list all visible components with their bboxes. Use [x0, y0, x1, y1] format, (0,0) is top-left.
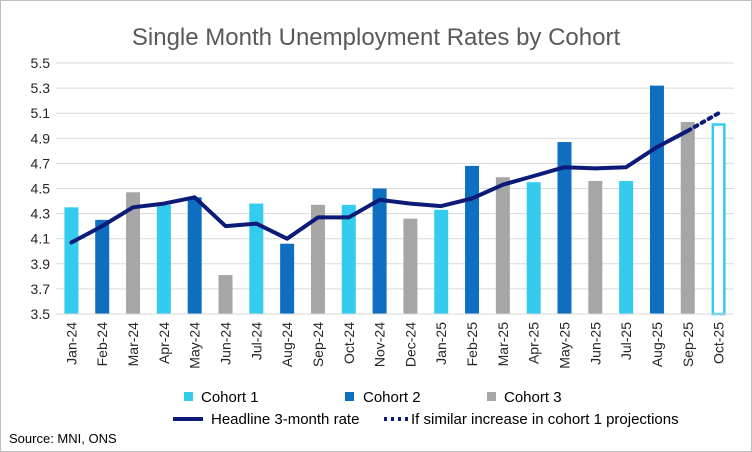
legend-label-headline: Headline 3-month rate: [211, 411, 359, 428]
legend-label-cohort-2: Cohort 2: [363, 389, 421, 406]
bar-Mar-24: [126, 192, 141, 314]
legend: Cohort 1 Cohort 2 Cohort 3 Headline 3-mo…: [173, 389, 679, 428]
x-tick-label: May-24: [187, 322, 203, 369]
x-tick-label: Oct-25: [711, 322, 727, 364]
x-axis: Jan-24 Feb-24 Mar-24 Apr-24 May-24 Jun-24 Jul-…: [56, 313, 734, 369]
legend-label-cohort-1: Cohort 1: [201, 389, 259, 406]
legend-label-projection: If similar increase in cohort 1 projecti…: [411, 411, 679, 428]
y-tick-label: 4.9: [31, 130, 51, 146]
y-tick-label: 3.7: [31, 281, 51, 297]
x-tick-label: Jun-25: [587, 322, 603, 365]
x-tick-label: Jan-24: [63, 322, 79, 365]
bar-Jun-24: [218, 275, 233, 314]
x-tick-label: Sep-25: [680, 322, 696, 367]
y-tick-label: 3.5: [31, 306, 51, 322]
bar-May-24: [187, 197, 202, 314]
x-tick-label: Sep-24: [310, 322, 326, 367]
x-tick-label: Apr-25: [526, 322, 542, 364]
x-tick-label: Jun-24: [218, 322, 234, 365]
bar-Sep-24: [310, 204, 325, 314]
legend-label-cohort-3: Cohort 3: [504, 389, 562, 406]
bar-Feb-24: [95, 219, 110, 314]
bar-Jul-25: [619, 180, 634, 314]
legend-swatch-cohort-2: [345, 392, 354, 401]
y-tick-label: 5.5: [31, 55, 51, 71]
bar-May-25: [557, 142, 572, 314]
y-tick-label: 5.3: [31, 80, 51, 96]
lines: [69, 111, 721, 245]
bar-Mar-25: [495, 177, 510, 314]
x-tick-label: Dec-24: [402, 322, 418, 367]
source-note: Source: MNI, ONS: [9, 431, 117, 446]
bar-Aug-25: [649, 85, 664, 314]
bar-Sep-25: [680, 121, 695, 314]
bar-Oct-25-projected: [711, 123, 726, 316]
bar-Feb-25: [465, 165, 480, 314]
headline-rate-line: [69, 128, 690, 245]
bar-Dec-24: [403, 218, 418, 314]
bars: [64, 85, 726, 316]
x-tick-label: Feb-24: [94, 322, 110, 367]
bar-Nov-24: [372, 188, 387, 314]
y-tick-label: 4.5: [31, 181, 51, 197]
chart-title: Single Month Unemployment Rates by Cohor…: [132, 24, 621, 51]
projection-line: [685, 111, 721, 133]
y-tick-label: 5.1: [31, 105, 51, 121]
x-tick-label: Aug-25: [649, 322, 665, 367]
y-tick-label: 4.7: [31, 155, 51, 171]
x-tick-label: Nov-24: [372, 322, 388, 367]
bar-Aug-24: [280, 243, 295, 314]
x-tick-label: Apr-24: [156, 322, 172, 364]
x-tick-label: Oct-24: [341, 322, 357, 364]
x-tick-label: Feb-25: [464, 322, 480, 367]
bar-Apr-24: [156, 204, 171, 314]
bar-Apr-25: [526, 182, 541, 314]
y-axis: 3.5 3.7 3.9 4.1 4.3 4.5 4.7 4.9 5.1 5.3 5.5: [31, 55, 51, 322]
x-tick-label: Mar-24: [125, 322, 141, 367]
legend-swatch-cohort-3: [487, 392, 496, 401]
x-tick-label: Jul-24: [248, 322, 264, 360]
legend-swatch-cohort-1: [184, 392, 193, 401]
x-tick-label: Jan-25: [433, 322, 449, 365]
bar-Jan-25: [434, 209, 449, 314]
y-tick-label: 3.9: [31, 256, 51, 272]
bar-Jan-24: [64, 207, 79, 314]
x-tick-label: Aug-24: [279, 322, 295, 367]
bar-Jun-25: [588, 180, 603, 314]
y-tick-label: 4.3: [31, 206, 51, 222]
y-tick-label: 4.1: [31, 231, 51, 247]
x-tick-label: Jul-25: [618, 322, 634, 360]
bar-Oct-24: [341, 204, 356, 314]
bar-Jul-24: [249, 203, 264, 314]
x-tick-label: Mar-25: [495, 322, 511, 367]
x-tick-label: May-25: [557, 322, 573, 369]
